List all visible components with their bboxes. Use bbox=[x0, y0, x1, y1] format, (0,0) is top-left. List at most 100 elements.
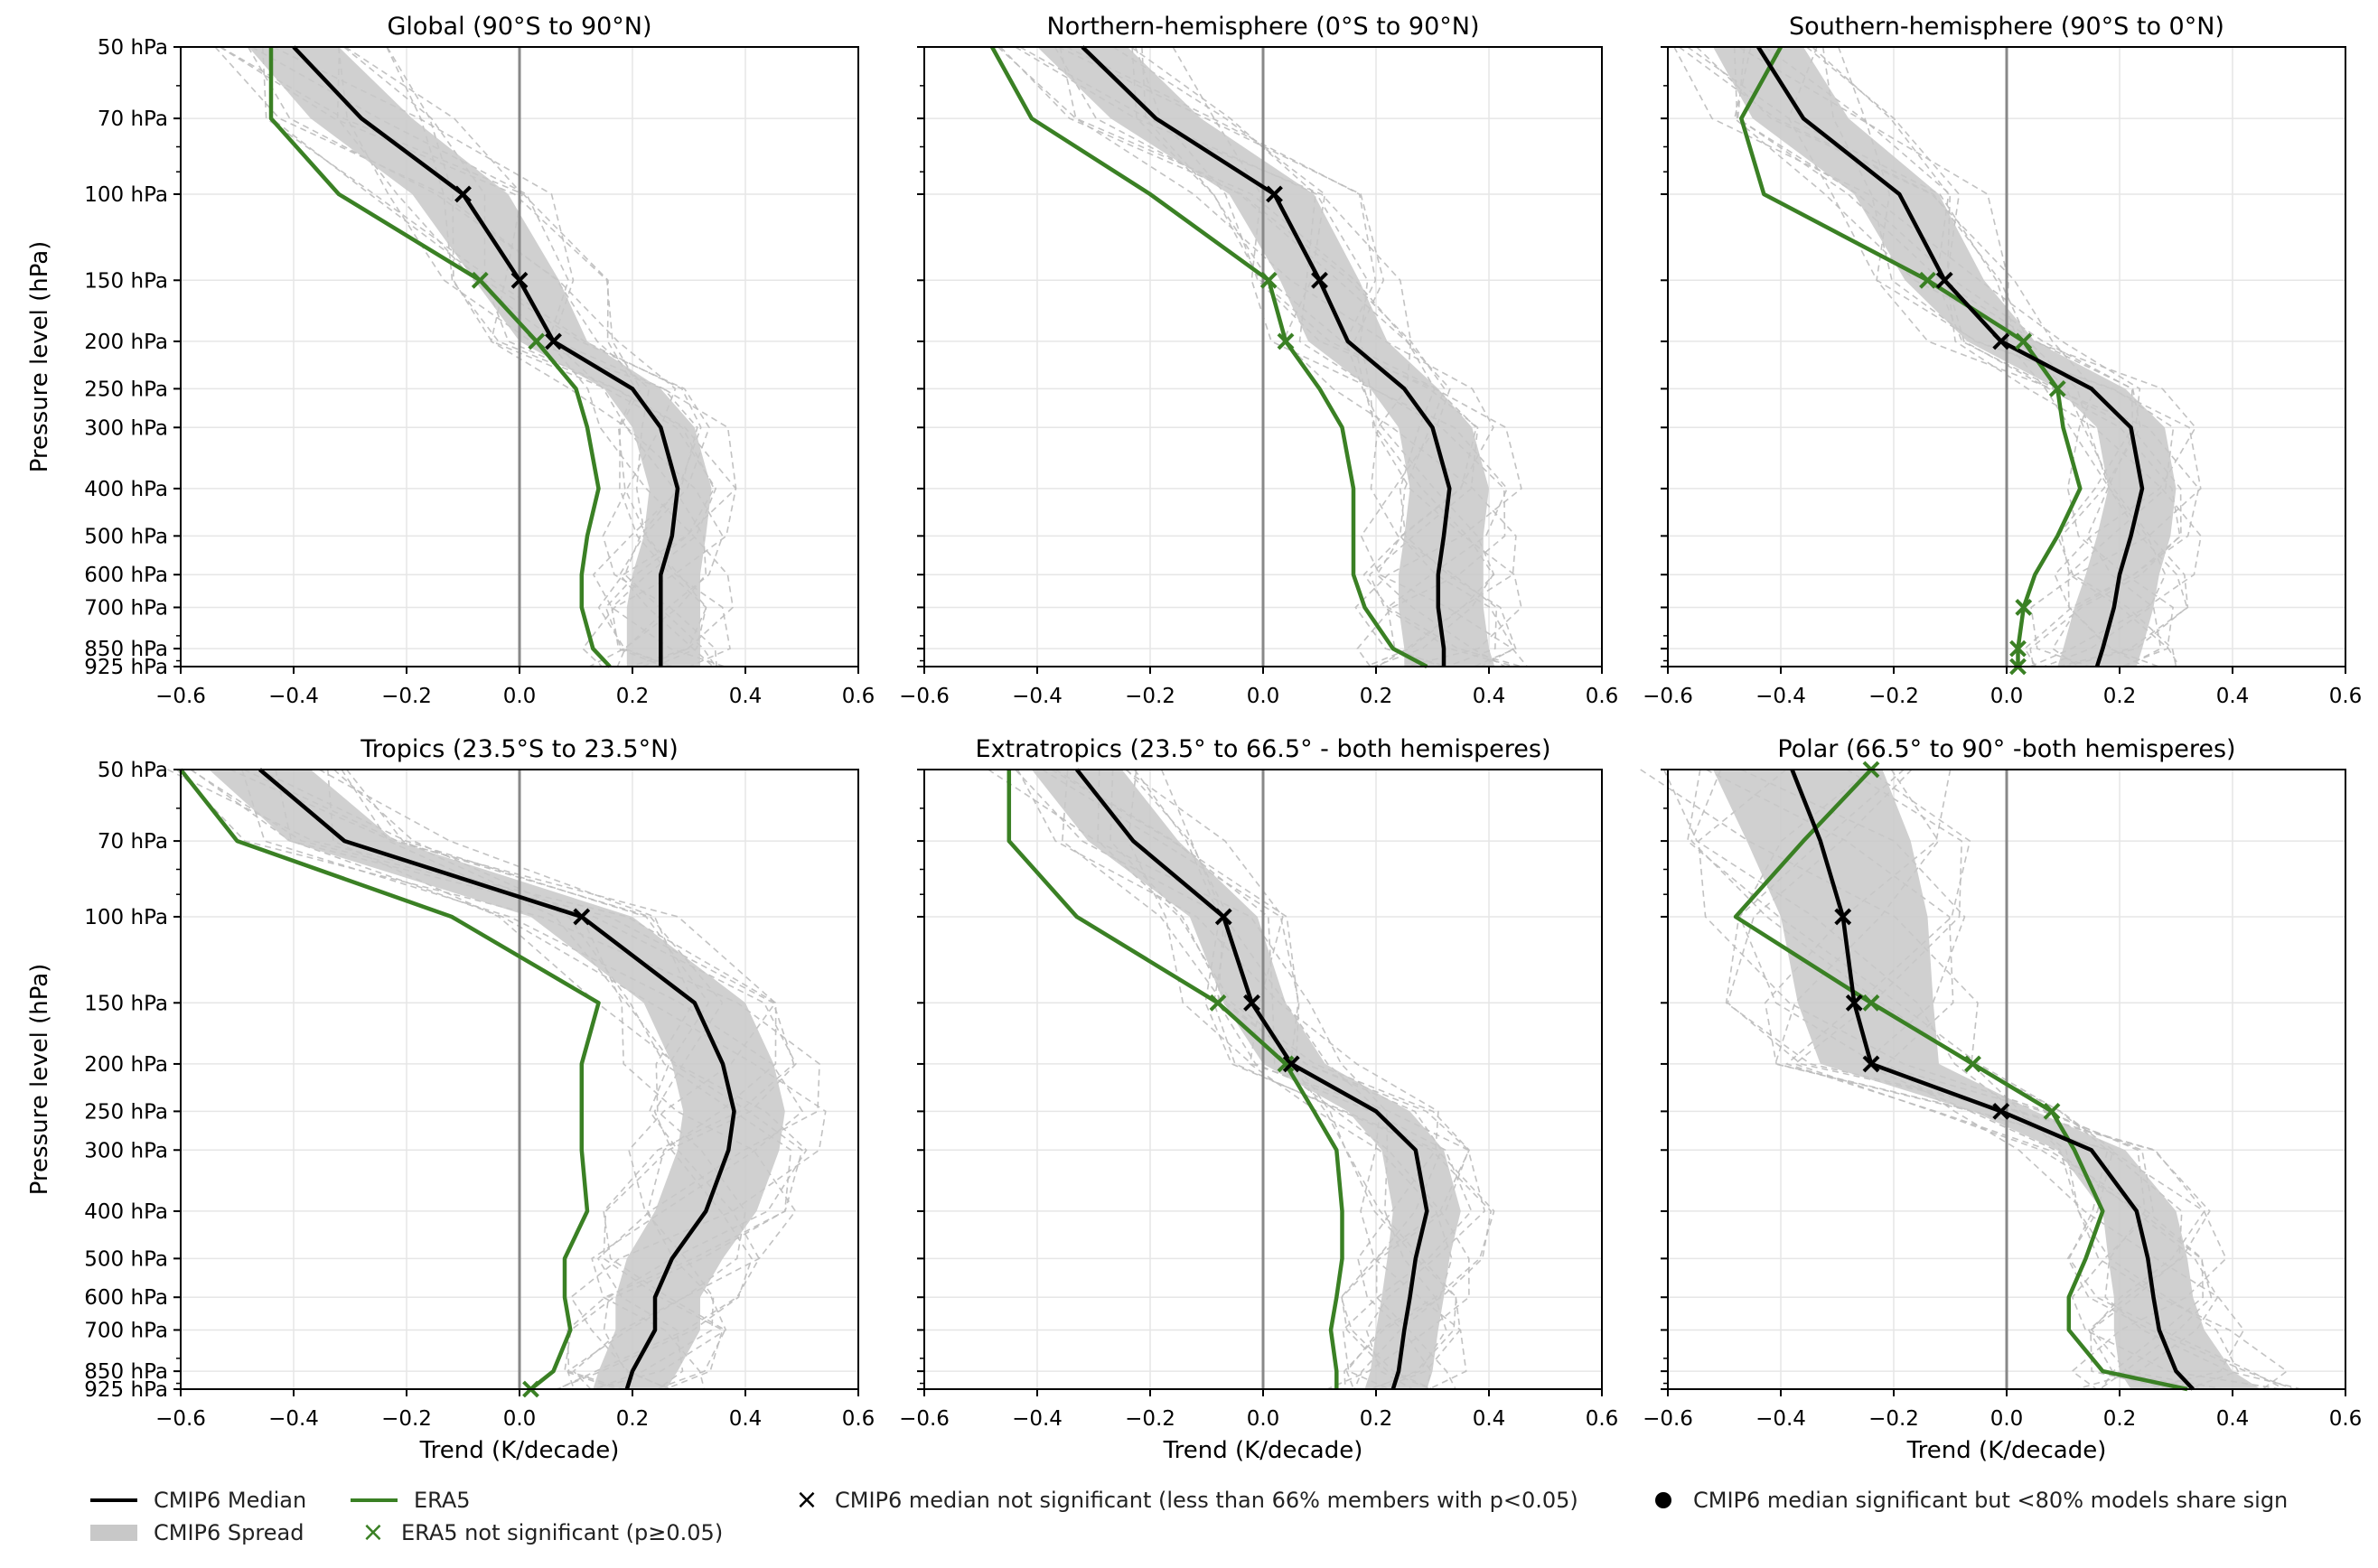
median-not-significant-marker-stroke bbox=[1266, 185, 1283, 203]
member-line bbox=[275, 769, 827, 1390]
median-not-significant-marker-stroke bbox=[1935, 271, 1953, 289]
era5-not-significant-marker bbox=[1919, 271, 1936, 289]
y-tick-label: 50 hPa bbox=[98, 759, 168, 782]
member-line bbox=[336, 46, 726, 667]
era5-not-significant-marker-stroke bbox=[528, 332, 546, 350]
median-not-significant-marker bbox=[1845, 994, 1863, 1012]
y-tick-label: 925 hPa bbox=[84, 1378, 168, 1402]
era5-line bbox=[179, 768, 601, 1391]
y-tick-label: 150 hPa bbox=[84, 269, 168, 293]
legend-item-median: CMIP6 Median bbox=[90, 1485, 306, 1516]
y-tick-label: 400 hPa bbox=[84, 478, 168, 501]
panel-title: Extratropics (23.5° to 66.5° - both hemi… bbox=[976, 735, 1551, 763]
x-tick-label: −0.4 bbox=[1755, 685, 1806, 708]
x-tick-label: 0.6 bbox=[2329, 1407, 2363, 1431]
spread-fill-swatch bbox=[90, 1525, 137, 1541]
x-tick-label: 0.2 bbox=[616, 1407, 650, 1431]
x-tick-label: 0.4 bbox=[2216, 1407, 2250, 1431]
median-not-significant-marker-stroke bbox=[573, 908, 591, 926]
x-tick-label: 0.4 bbox=[1473, 685, 1506, 708]
median-not-significant-marker-stroke bbox=[454, 185, 472, 203]
panel-1: 50 hPa 70 hPa 100 hPa 150 hPa 200 hPa 250 hPa… bbox=[26, 13, 875, 708]
median-not-significant-marker-stroke bbox=[1311, 271, 1328, 289]
era5-not-significant-marker-stroke bbox=[2009, 639, 2027, 658]
median-dot-marker-icon bbox=[1655, 1492, 1671, 1508]
y-tick-label: 300 hPa bbox=[84, 416, 168, 440]
panel-3: −0.6 −0.4 −0.2 0.0 0.2 0.4 0.6 Southern-hemisph… bbox=[1643, 13, 2362, 708]
median-not-significant-marker bbox=[1992, 332, 2010, 350]
member-line bbox=[988, 769, 1447, 1390]
panel-title: Tropics (23.5°S to 23.5°N) bbox=[360, 735, 679, 763]
y-tick-label: 100 hPa bbox=[84, 183, 168, 207]
era5-cross-marker-icon: × bbox=[361, 1517, 385, 1548]
median-not-significant-marker-stroke bbox=[1282, 1055, 1300, 1073]
member-line bbox=[220, 46, 707, 667]
median-not-significant-marker bbox=[1834, 908, 1852, 926]
era5-not-significant-marker-stroke bbox=[1277, 1055, 1295, 1073]
member-line bbox=[1738, 46, 2167, 667]
x-tick-label: 0.6 bbox=[842, 1407, 875, 1431]
era5-not-significant-marker-stroke bbox=[1919, 271, 1936, 289]
panel-title: Global (90°S to 90°N) bbox=[387, 13, 651, 41]
x-tick-label: −0.4 bbox=[268, 1407, 319, 1431]
x-tick-label: −0.2 bbox=[1125, 1407, 1175, 1431]
member-line bbox=[1698, 769, 2302, 1390]
legend-label: CMIP6 median significant but <80% models… bbox=[1693, 1488, 2289, 1513]
y-tick-label: 100 hPa bbox=[84, 906, 168, 929]
member-line bbox=[1015, 46, 1498, 667]
legend-label: CMIP6 Spread bbox=[154, 1520, 304, 1545]
era5-not-significant-marker-stroke bbox=[2015, 332, 2033, 350]
member-line bbox=[1134, 46, 1522, 667]
median-not-significant-marker bbox=[1992, 1102, 2010, 1120]
x-tick-label: −0.4 bbox=[268, 685, 319, 708]
legend-label: CMIP6 Median bbox=[154, 1488, 307, 1513]
median-not-significant-marker-stroke bbox=[545, 332, 562, 350]
median-not-significant-marker bbox=[1311, 271, 1328, 289]
member-line bbox=[1705, 769, 2245, 1390]
y-tick-label: 50 hPa bbox=[98, 36, 168, 60]
x-tick-label: −0.6 bbox=[1643, 1407, 1693, 1431]
panel-5: −0.6 −0.4 −0.2 0.0 0.2 0.4 0.6 Extratropics (23… bbox=[899, 735, 1618, 1464]
member-line bbox=[167, 769, 777, 1390]
y-axis-label: Pressure level (hPa) bbox=[26, 964, 53, 1196]
median-cross-marker-icon: × bbox=[795, 1484, 819, 1516]
x-tick-label: 0.0 bbox=[1990, 685, 2024, 708]
member-line bbox=[1041, 769, 1461, 1390]
member-line bbox=[327, 769, 808, 1390]
x-tick-label: 0.0 bbox=[1247, 685, 1280, 708]
x-tick-label: −0.6 bbox=[1643, 685, 1693, 708]
x-tick-label: −0.4 bbox=[1755, 1407, 1806, 1431]
x-tick-label: 0.0 bbox=[1990, 1407, 2024, 1431]
y-tick-label: 300 hPa bbox=[84, 1139, 168, 1162]
panel-title: Northern-hemisphere (0°S to 90°N) bbox=[1047, 13, 1480, 41]
x-tick-label: 0.6 bbox=[2329, 685, 2363, 708]
era5-not-significant-marker bbox=[2015, 599, 2033, 616]
x-tick-label: 0.2 bbox=[1360, 685, 1393, 708]
y-tick-label: 700 hPa bbox=[84, 1319, 168, 1342]
member-line bbox=[1738, 769, 2281, 1390]
era5-not-significant-marker bbox=[2043, 1102, 2061, 1120]
y-tick-label: 600 hPa bbox=[84, 1286, 168, 1310]
era5-not-significant-marker bbox=[528, 332, 546, 350]
era5-not-significant-marker bbox=[2009, 639, 2027, 658]
era5-not-significant-marker bbox=[471, 271, 489, 289]
era5-not-significant-marker-stroke bbox=[1209, 994, 1227, 1012]
panel-title: Southern-hemisphere (90°S to 0°N) bbox=[1789, 13, 2224, 41]
member-line bbox=[251, 46, 735, 667]
member-line bbox=[337, 46, 737, 667]
spread-band bbox=[248, 47, 712, 667]
panel-title: Polar (66.5° to 90° -both hemisperes) bbox=[1777, 735, 2235, 763]
median-not-significant-marker-stroke bbox=[510, 271, 529, 289]
era5-not-significant-marker-stroke bbox=[471, 271, 489, 289]
era5-not-significant-marker bbox=[1277, 332, 1295, 350]
y-tick-label: 150 hPa bbox=[84, 992, 168, 1015]
median-not-significant-marker-stroke bbox=[1992, 1102, 2010, 1120]
spread-band bbox=[1037, 47, 1495, 667]
x-tick-label: 0.4 bbox=[729, 685, 763, 708]
member-line bbox=[219, 46, 707, 667]
y-tick-label: 250 hPa bbox=[84, 1100, 168, 1124]
member-line bbox=[1160, 769, 1473, 1390]
era5-not-significant-marker bbox=[1862, 994, 1880, 1012]
median-not-significant-marker bbox=[1266, 185, 1283, 203]
